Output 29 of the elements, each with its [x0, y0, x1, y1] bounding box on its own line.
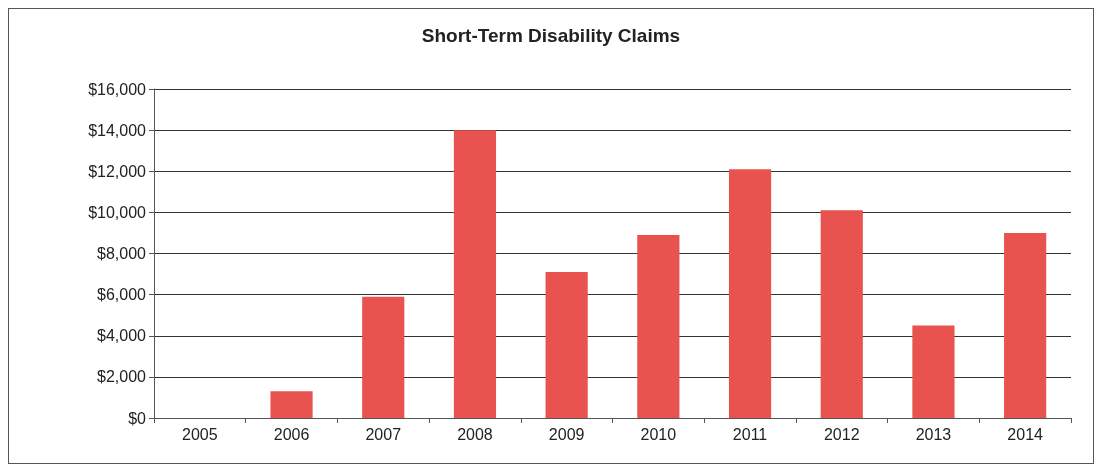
y-tick-label: $0 — [128, 409, 147, 427]
y-tick-label: $8,000 — [97, 245, 147, 262]
x-tick-label: 2013 — [915, 425, 952, 443]
bar — [637, 234, 680, 418]
x-tick-label: 2009 — [548, 425, 585, 443]
x-tick-label: 2008 — [457, 425, 493, 443]
bar — [820, 210, 863, 418]
bar — [270, 391, 313, 418]
y-tick-label: $16,000 — [88, 80, 147, 98]
x-tick-label: 2007 — [365, 425, 402, 443]
bar — [912, 325, 955, 418]
x-tick-label: 2014 — [1007, 425, 1044, 443]
x-tick-label: 2011 — [732, 425, 768, 443]
y-tick-label: $4,000 — [97, 327, 147, 345]
x-tick-label: 2012 — [823, 425, 860, 443]
y-tick-label: $2,000 — [97, 368, 147, 386]
bar — [362, 296, 405, 418]
x-tick-label: 2006 — [273, 425, 310, 443]
y-tick-label: $10,000 — [88, 203, 147, 221]
y-tick-label: $12,000 — [88, 162, 147, 180]
y-tick-label: $14,000 — [88, 121, 147, 139]
y-tick-label: $6,000 — [97, 286, 147, 304]
bar — [545, 272, 588, 418]
x-tick-label: 2010 — [640, 425, 677, 443]
x-tick-label: 2005 — [182, 425, 218, 443]
chart-title: Short-Term Disability Claims — [421, 25, 681, 46]
bar — [453, 130, 497, 418]
bar — [728, 169, 772, 418]
bar — [1004, 232, 1047, 418]
